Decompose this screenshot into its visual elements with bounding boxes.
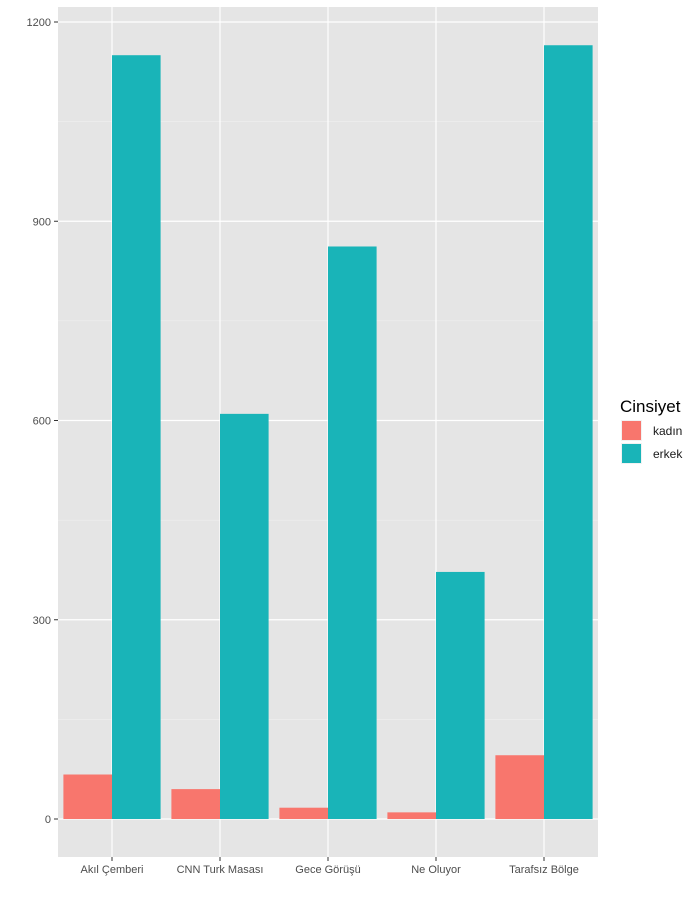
bar-erkek-4: [544, 45, 593, 819]
y-tick-label: 600: [33, 416, 51, 428]
bar-kadın-2: [279, 807, 328, 819]
y-tick-label: 900: [33, 216, 51, 228]
x-tick-label: CNN Turk Masası: [177, 864, 264, 876]
bar-kadın-3: [387, 812, 436, 819]
legend: Cinsiyet kadın erkek: [620, 397, 683, 464]
legend-swatch-kadın: [622, 421, 641, 440]
y-tick-label: 1200: [27, 17, 51, 29]
x-tick-label: Tarafsız Bölge: [509, 864, 579, 876]
y-tick-label: 0: [45, 814, 51, 826]
legend-label: kadın: [653, 424, 682, 438]
legend-label: erkek: [653, 447, 683, 461]
bar-erkek-3: [436, 571, 485, 819]
y-tick-label: 300: [33, 615, 51, 627]
x-tick-label: Ne Oluyor: [411, 864, 461, 876]
bar-erkek-0: [112, 55, 161, 820]
bar-kadın-4: [495, 755, 544, 819]
x-tick-label: Akıl Çemberi: [81, 864, 144, 876]
x-axis: Akıl Çemberi CNN Turk Masası Gece Görüşü Ne…: [81, 857, 579, 876]
y-axis: 0 300 600 900 1200: [27, 17, 58, 826]
legend-swatch-erkek: [622, 444, 641, 463]
bar-kadın-1: [171, 789, 220, 819]
x-tick-label: Gece Görüşü: [295, 864, 360, 876]
bar-erkek-1: [220, 413, 269, 819]
legend-title: Cinsiyet: [620, 397, 681, 416]
bars-group: [63, 45, 593, 820]
bar-kadın-0: [63, 774, 112, 819]
bar-erkek-2: [328, 246, 377, 819]
